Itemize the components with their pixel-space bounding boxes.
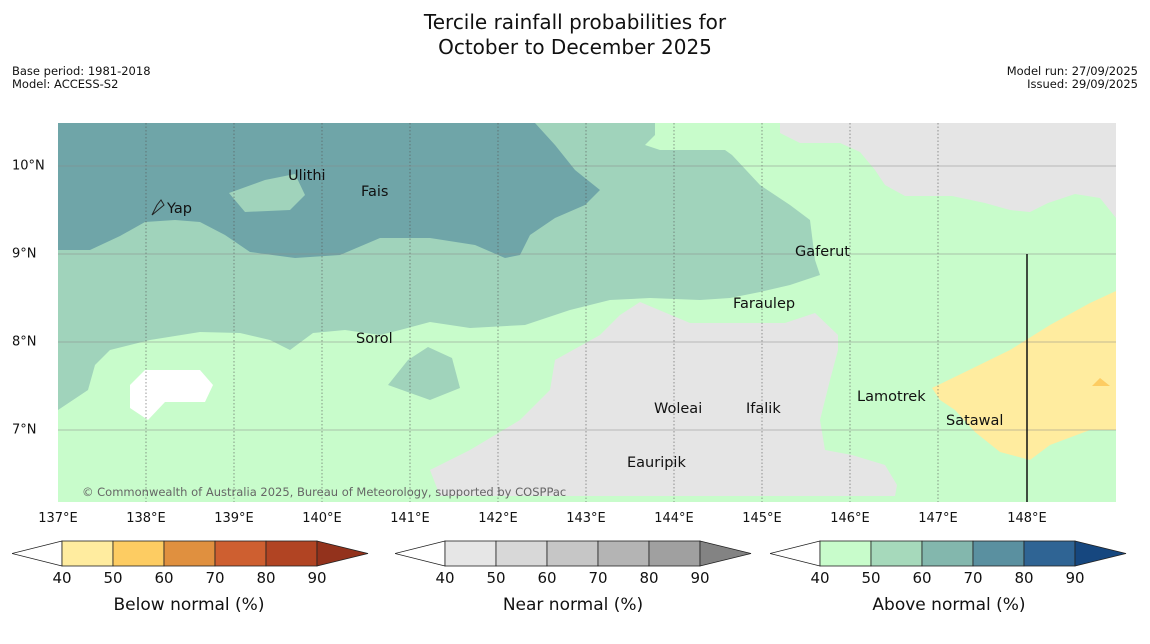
near-normal-title: Near normal (%) (502, 595, 644, 615)
lon-label: 143°E (566, 511, 606, 526)
lon-label: 139°E (214, 511, 254, 526)
latitude-gridlines (58, 165, 1116, 431)
base-info: Base period: 1981-2018 Model: ACCESS-S2 (12, 65, 151, 91)
lon-label: 145°E (742, 511, 782, 526)
lat-label: 10°N (12, 158, 45, 174)
lon-label: 140°E (302, 511, 342, 526)
colorbar-tick-label: 40 (435, 569, 454, 587)
place-gaferut: Gaferut (795, 244, 850, 260)
title-line-1: Tercile rainfall probabilities for (423, 10, 727, 34)
colorbar-high-extend (1074, 540, 1127, 567)
colorbar-high-extend (316, 540, 369, 567)
lat-label: 9°N (12, 246, 37, 262)
colorbar-segment (495, 540, 548, 567)
place-satawal: Satawal (946, 413, 1003, 429)
colorbar-segment (163, 540, 216, 567)
near-normal-region-northeast (780, 123, 1116, 218)
colorbar-tick-label: 90 (1065, 569, 1084, 587)
colorbar-segment (214, 540, 267, 567)
colorbar-segment (648, 540, 701, 567)
below-normal-40-region (932, 291, 1116, 502)
colorbar-tick-label: 80 (639, 569, 658, 587)
run-info: Model run: 27/09/2025 Issued: 29/09/2025 (1007, 65, 1138, 91)
title-line-2: October to December 2025 (438, 35, 712, 59)
place-fais: Fais (361, 184, 388, 200)
lat-label: 8°N (12, 334, 37, 350)
colorbar-low-extend (770, 540, 821, 567)
colorbar-tick-label: 50 (861, 569, 880, 587)
lat-label: 7°N (12, 422, 37, 438)
lon-label: 146°E (830, 511, 870, 526)
colorbar-low-extend (395, 540, 446, 567)
below-normal-colorbar: 40 50 60 70 80 90 (12, 540, 369, 587)
colorbar-tick-label: 80 (256, 569, 275, 587)
colorbar-tick-label: 90 (690, 569, 709, 587)
lon-label: 142°E (478, 511, 518, 526)
above-normal-50-inlay (229, 174, 305, 212)
lon-label: 144°E (654, 511, 694, 526)
place-lamotrek: Lamotrek (857, 389, 926, 405)
chart-title: Tercile rainfall probabilities for Octob… (0, 10, 1150, 60)
place-ulithi: Ulithi (288, 168, 326, 184)
colorbar-tick-label: 90 (307, 569, 326, 587)
place-yap: Yap (166, 201, 192, 217)
colorbar-high-extend (699, 540, 752, 567)
colorbar-tick-label: 50 (103, 569, 122, 587)
place-faraulep: Faraulep (733, 296, 795, 312)
model-run: Model run: 27/09/2025 (1006, 64, 1138, 78)
above-normal-60-region (58, 123, 600, 258)
colorbar-segment (1023, 540, 1076, 567)
near-normal-region-south (430, 302, 897, 496)
model-name: Model: ACCESS-S2 (12, 77, 119, 91)
colorbar-tick-label: 80 (1014, 569, 1033, 587)
colorbar-segment (444, 540, 497, 567)
colorbar-low-extend (12, 540, 63, 567)
longitude-gridlines (145, 123, 939, 502)
colorbar-segment (112, 540, 165, 567)
base-period: Base period: 1981-2018 (12, 64, 151, 78)
colorbar-tick-label: 60 (154, 569, 173, 587)
place-ifalik: Ifalik (746, 401, 781, 417)
colorbar-segment (546, 540, 599, 567)
colorbar-tick-label: 40 (52, 569, 71, 587)
near-normal-region-west (130, 370, 213, 420)
place-eauripik: Eauripik (627, 455, 686, 471)
above-normal-colorbar: 40 50 60 70 80 90 (770, 540, 1127, 587)
issued-date: Issued: 29/09/2025 (1027, 77, 1138, 91)
yap-island-outline (151, 199, 165, 216)
colorbar-tick-label: 60 (912, 569, 931, 587)
place-sorol: Sorol (356, 331, 393, 347)
near-normal-colorbar: 40 50 60 70 80 90 (395, 540, 752, 587)
lon-label: 138°E (126, 511, 166, 526)
lon-label: 147°E (918, 511, 958, 526)
colorbar-segment (870, 540, 923, 567)
lon-label: 148°E (1007, 511, 1047, 526)
colorbar-segment (819, 540, 872, 567)
above-normal-50-patch (388, 347, 460, 400)
colorbar-segment (265, 540, 318, 567)
below-normal-title: Below normal (%) (113, 595, 265, 615)
lon-label: 141°E (390, 511, 430, 526)
colorbar-tick-label: 70 (588, 569, 607, 587)
colorbar-segment (61, 540, 114, 567)
colorbar-tick-label: 50 (486, 569, 505, 587)
place-woleai: Woleai (654, 401, 702, 417)
colorbar-tick-label: 70 (205, 569, 224, 587)
lon-label: 137°E (38, 511, 78, 526)
colorbar-tick-label: 60 (537, 569, 556, 587)
colorbar-segment (972, 540, 1025, 567)
colorbar-segment (921, 540, 974, 567)
below-normal-50-patch (1092, 378, 1110, 386)
above-normal-title: Above normal (%) (872, 595, 1026, 615)
copyright-text: © Commonwealth of Australia 2025, Bureau… (82, 485, 566, 499)
place-labels: Yap Ulithi Fais Gaferut Faraulep Sorol W… (166, 168, 1003, 471)
colorbar-tick-label: 40 (810, 569, 829, 587)
colorbar-tick-label: 70 (963, 569, 982, 587)
colorbar-segment (597, 540, 650, 567)
